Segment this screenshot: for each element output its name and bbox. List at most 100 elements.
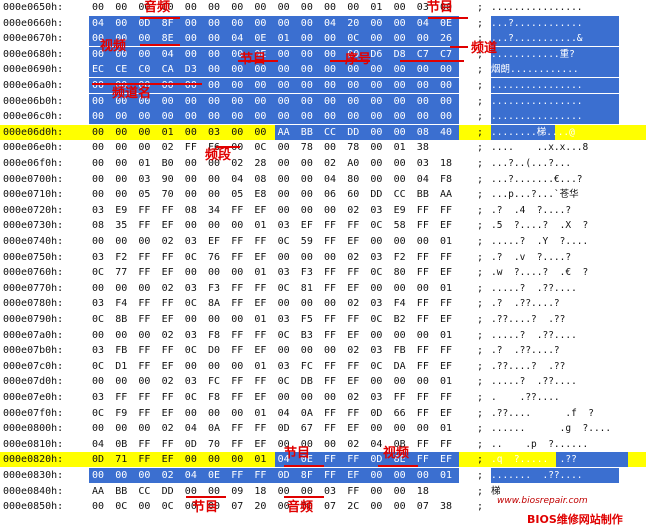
hex-byte[interactable]: 00 [416, 282, 429, 294]
hex-byte[interactable]: 00 [324, 251, 337, 263]
hex-byte[interactable]: 00 [393, 80, 406, 91]
hex-row[interactable]: 000e0830h: 00 00 00 02 04 0E FF FF 0D 8F FF EF 00 00 00… [0, 468, 646, 483]
hex-byte[interactable]: 00 [324, 80, 337, 91]
hex-byte[interactable]: FF [324, 360, 337, 372]
hex-byte[interactable]: 00 [347, 64, 360, 76]
hex-byte[interactable]: 00 [161, 2, 174, 13]
row-ascii[interactable]: .? .4 ?....? [491, 204, 572, 216]
hex-byte[interactable]: 00 [115, 329, 128, 341]
hex-row[interactable]: 000e0700h: 00 00 03 90 00 00 04 08 00 00 04 80 00 00 04… [0, 172, 646, 187]
hex-byte[interactable]: 01 [161, 126, 174, 138]
hex-byte[interactable]: FF [324, 470, 337, 481]
hex-byte[interactable]: FF [254, 423, 267, 435]
hex-byte[interactable]: 03 [277, 220, 290, 232]
hex-byte[interactable]: 03 [138, 173, 151, 185]
hex-byte[interactable]: EF [254, 345, 267, 357]
hex-byte[interactable]: FF [347, 314, 360, 325]
hex-byte[interactable]: 00 [138, 501, 151, 513]
hex-byte[interactable]: 04 [324, 17, 337, 29]
hex-byte[interactable]: 00 [115, 236, 128, 247]
hex-byte[interactable]: 00 [138, 376, 151, 388]
hex-row[interactable]: 000e0750h: 03 F2 FF FF 0C 76 FF EF 00 00 00 02 03 F2 FF… [0, 250, 646, 265]
hex-byte[interactable]: 18 [254, 485, 267, 497]
hex-byte[interactable]: 00 [440, 80, 453, 91]
hex-byte[interactable]: AA [440, 189, 453, 201]
hex-byte[interactable]: FF [161, 298, 174, 310]
hex-byte[interactable]: 00 [370, 485, 383, 497]
hex-byte[interactable]: EF [161, 267, 174, 279]
hex-byte[interactable]: 00 [184, 314, 197, 325]
hex-byte[interactable]: FF [324, 407, 337, 419]
hex-byte[interactable]: 00 [277, 142, 290, 154]
hex-row[interactable]: 000e07d0h: 00 00 00 02 03 FC FF FF 0C DB FF EF 00 00 00… [0, 374, 646, 389]
hex-byte[interactable]: 58 [393, 220, 406, 232]
hex-byte[interactable]: 66 [393, 407, 406, 419]
hex-byte[interactable]: FF [254, 376, 267, 388]
hex-byte[interactable]: 01 [138, 158, 151, 169]
hex-byte[interactable]: E9 [393, 204, 406, 216]
hex-byte[interactable]: 00 [324, 2, 337, 13]
hex-byte[interactable]: F3 [300, 267, 313, 279]
hex-byte[interactable]: 00 [370, 501, 383, 513]
hex-byte[interactable]: 00 [92, 48, 105, 60]
hex-byte[interactable]: 00 [277, 95, 290, 107]
hex-byte[interactable]: 2C [347, 501, 360, 513]
hex-byte[interactable]: 00 [138, 142, 151, 154]
hex-byte[interactable]: 00 [416, 64, 429, 76]
hex-byte[interactable]: 0C [277, 282, 290, 294]
hex-row[interactable]: 000e07c0h: 0C D1 FF EF 00 00 00 01 03 FC FF FF 0C DA FF… [0, 359, 646, 374]
hex-byte[interactable]: 00 [416, 95, 429, 107]
hex-byte[interactable]: F3 [208, 282, 221, 294]
hex-byte[interactable]: 0C [115, 501, 128, 513]
hex-byte[interactable]: 00 [416, 376, 429, 388]
hex-byte[interactable]: 78 [300, 142, 313, 154]
hex-byte[interactable]: 00 [92, 158, 105, 169]
hex-byte[interactable]: 00 [300, 33, 313, 45]
hex-byte[interactable]: E8 [254, 189, 267, 201]
hex-byte[interactable]: FF [161, 204, 174, 216]
hex-byte[interactable]: 00 [277, 111, 290, 123]
hex-byte[interactable]: 00 [300, 173, 313, 185]
hex-row[interactable]: 000e06c0h: 00 00 00 00 00 00 00 00 00 00 00 00 00 00 00… [0, 109, 646, 125]
row-ascii[interactable]: ...?..(...?... [491, 158, 572, 169]
hex-byte[interactable]: 00 [324, 142, 337, 154]
hex-row[interactable]: 000e07e0h: 03 FF FF FF 0C F8 FF EF 00 00 00 02 03 FF FF… [0, 390, 646, 405]
hex-byte[interactable]: 0D [370, 454, 383, 466]
hex-byte[interactable]: 01 [440, 423, 453, 435]
hex-byte[interactable]: FF [138, 267, 151, 279]
hex-byte[interactable]: FF [416, 267, 429, 279]
hex-byte[interactable]: 0E [300, 454, 313, 466]
hex-byte[interactable]: FF [115, 392, 128, 403]
hex-byte[interactable]: 0C [254, 142, 267, 154]
hex-byte[interactable]: 00 [115, 142, 128, 154]
hex-byte[interactable]: 00 [347, 48, 360, 60]
hex-byte[interactable]: B3 [300, 329, 313, 341]
hex-byte[interactable]: 80 [393, 267, 406, 279]
hex-byte[interactable]: F8 [208, 392, 221, 403]
row-ascii[interactable]: 梯 [491, 485, 501, 497]
hex-byte[interactable]: 00 [115, 2, 128, 13]
row-ascii[interactable]: .....? .Y ?.... [491, 236, 589, 247]
hex-byte[interactable]: FF [440, 204, 453, 216]
hex-byte[interactable]: BB [300, 126, 313, 138]
hex-byte[interactable]: FC [208, 376, 221, 388]
hex-byte[interactable]: 00 [115, 376, 128, 388]
hex-byte[interactable]: 00 [115, 423, 128, 435]
hex-byte[interactable]: 00 [393, 17, 406, 29]
hex-byte[interactable]: 8F [300, 470, 313, 481]
hex-byte[interactable]: FF [231, 298, 244, 310]
hex-byte[interactable]: 05 [231, 189, 244, 201]
hex-byte[interactable]: F4 [393, 298, 406, 310]
hex-byte[interactable]: 03 [416, 158, 429, 169]
hex-byte[interactable]: FF [138, 392, 151, 403]
hex-byte[interactable]: 77 [115, 267, 128, 279]
hex-byte[interactable]: FF [324, 314, 337, 325]
hex-byte[interactable]: 00 [254, 80, 267, 91]
hex-byte[interactable]: 00 [277, 2, 290, 13]
hex-byte[interactable]: DA [393, 360, 406, 372]
hex-byte[interactable]: 02 [347, 438, 360, 450]
row-ascii[interactable]: ...... .g ?.... [491, 423, 612, 435]
hex-byte[interactable]: 02 [161, 236, 174, 247]
hex-byte[interactable]: 00 [300, 80, 313, 91]
hex-byte[interactable]: EF [347, 423, 360, 435]
